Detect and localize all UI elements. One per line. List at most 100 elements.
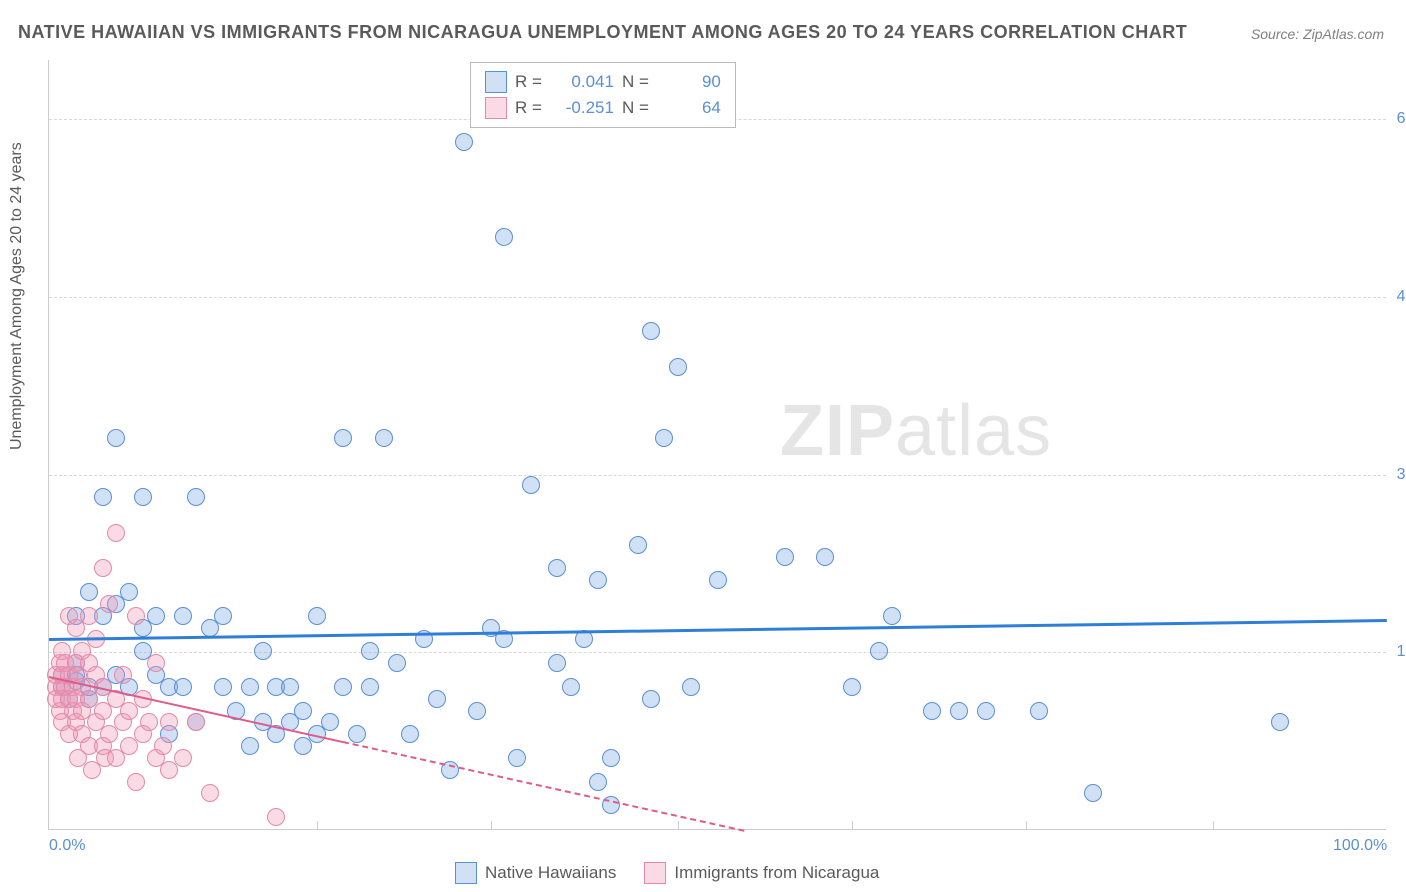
correlation-legend: R = 0.041 N = 90 R = -0.251 N = 64 [470,62,736,128]
scatter-point [455,133,473,151]
legend-swatch-icon [455,862,477,884]
scatter-point [321,713,339,731]
scatter-point [669,358,687,376]
scatter-point [154,737,172,755]
scatter-point [241,737,259,755]
series-legend: Native Hawaiians Immigrants from Nicarag… [455,862,879,884]
scatter-point [843,678,861,696]
source-label: Source: ZipAtlas.com [1251,26,1384,42]
scatter-point [348,725,366,743]
scatter-point [629,536,647,554]
x-grid-stub [1213,821,1214,829]
scatter-point [816,548,834,566]
legend-label-1: Immigrants from Nicaragua [674,863,879,883]
legend-item-1: Immigrants from Nicaragua [644,862,879,884]
gridline [49,297,1386,298]
legend-swatch-0 [485,71,507,93]
scatter-point [361,678,379,696]
scatter-point [80,607,98,625]
scatter-point [709,571,727,589]
r-label: R = [515,72,542,92]
scatter-point [174,749,192,767]
x-tick-label: 100.0% [1333,837,1387,855]
scatter-point [254,642,272,660]
scatter-point [107,524,125,542]
scatter-point [562,678,580,696]
trend-line [49,619,1387,641]
scatter-point [589,571,607,589]
scatter-point [548,654,566,672]
scatter-point [923,702,941,720]
scatter-point [495,228,513,246]
scatter-point [174,678,192,696]
scatter-point [241,678,259,696]
scatter-point [174,607,192,625]
scatter-point [870,642,888,660]
gridline [49,652,1386,653]
x-grid-stub [317,821,318,829]
n-value-1: 64 [657,98,721,118]
scatter-point [147,654,165,672]
scatter-point [94,559,112,577]
scatter-point [655,429,673,447]
scatter-point [267,808,285,826]
legend-item-0: Native Hawaiians [455,862,616,884]
scatter-point [120,583,138,601]
scatter-point [107,429,125,447]
x-grid-stub [491,821,492,829]
scatter-point [589,773,607,791]
scatter-point [134,488,152,506]
scatter-point [201,784,219,802]
x-grid-stub [1026,821,1027,829]
scatter-point [80,583,98,601]
x-tick-label: 0.0% [49,837,85,855]
scatter-point [140,713,158,731]
legend-row-series-0: R = 0.041 N = 90 [485,69,721,95]
scatter-point [214,607,232,625]
scatter-point [160,713,178,731]
scatter-point [1271,713,1289,731]
scatter-point [776,548,794,566]
n-label: N = [622,72,649,92]
scatter-point [214,678,232,696]
scatter-point [187,713,205,731]
scatter-point [548,559,566,577]
n-label: N = [622,98,649,118]
scatter-point [1030,702,1048,720]
scatter-point [950,702,968,720]
r-label: R = [515,98,542,118]
scatter-point [114,666,132,684]
scatter-point [522,476,540,494]
scatter-point [468,702,486,720]
scatter-point [187,488,205,506]
legend-swatch-1 [485,97,507,119]
scatter-point [281,678,299,696]
scatter-point [147,607,165,625]
scatter-point [334,429,352,447]
scatter-point [94,488,112,506]
y-tick-label: 30.0% [1397,466,1406,484]
scatter-point [334,678,352,696]
legend-row-series-1: R = -0.251 N = 64 [485,95,721,121]
y-tick-label: 15.0% [1397,643,1406,661]
r-value-1: -0.251 [550,98,614,118]
scatter-point [294,702,312,720]
y-axis-label: Unemployment Among Ages 20 to 24 years [8,142,26,450]
scatter-point [308,607,326,625]
scatter-point [100,595,118,613]
scatter-point [361,642,379,660]
scatter-point [602,749,620,767]
y-tick-label: 45.0% [1397,288,1406,306]
scatter-point [428,690,446,708]
legend-swatch-icon [644,862,666,884]
scatter-point [883,607,901,625]
chart-title: NATIVE HAWAIIAN VS IMMIGRANTS FROM NICAR… [18,22,1187,43]
r-value-0: 0.041 [550,72,614,92]
scatter-plot: 15.0%30.0%45.0%60.0%0.0%100.0% [48,60,1386,830]
x-grid-stub [852,821,853,829]
y-tick-label: 60.0% [1397,110,1406,128]
scatter-point [388,654,406,672]
scatter-point [375,429,393,447]
scatter-point [642,322,660,340]
scatter-point [642,690,660,708]
